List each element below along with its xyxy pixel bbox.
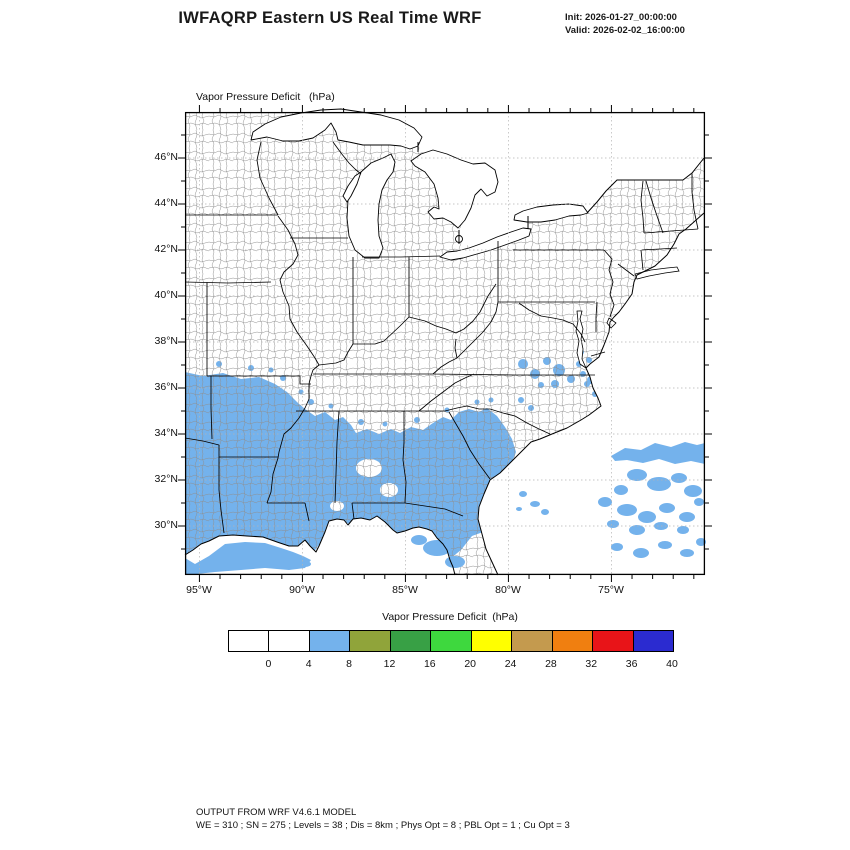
page-title: IWFAQRP Eastern US Real Time WRF <box>178 9 482 27</box>
y-tick-label-42n: 42°N <box>154 243 178 255</box>
great-lakes <box>250 108 589 261</box>
y-tick-label-38n: 38°N <box>154 335 178 347</box>
map-frame <box>184 111 706 576</box>
model-info-line2: WE = 310 ; SN = 275 ; Levels = 38 ; Dis … <box>196 820 570 831</box>
map-svg <box>178 105 712 582</box>
colorbar-box <box>350 630 391 652</box>
lake-superior <box>250 108 423 150</box>
y-tick-label-40n: 40°N <box>154 289 178 301</box>
colorbar-box <box>431 630 472 652</box>
lake-michigan <box>346 153 396 259</box>
colorbar-tick-label: 4 <box>305 658 312 670</box>
map-plot <box>178 105 712 582</box>
lake-huron <box>410 149 499 229</box>
colorbar-box <box>309 630 351 652</box>
x-tick-label-75w: 75°W <box>598 584 624 596</box>
y-tick-label-32n: 32°N <box>154 473 178 485</box>
model-info-line1: OUTPUT FROM WRF V4.6.1 MODEL <box>196 807 357 818</box>
x-tick-label-85w: 85°W <box>392 584 418 596</box>
atlantic-coastline <box>477 212 705 576</box>
y-tick-label-44n: 44°N <box>154 197 178 209</box>
graticule <box>185 112 705 575</box>
colorbar-tick-label: 8 <box>346 658 352 670</box>
gulf-coastline <box>184 515 456 576</box>
colorbar-tick-label: 16 <box>423 658 436 670</box>
x-tick-label-80w: 80°W <box>495 584 521 596</box>
chesapeake-bay <box>575 310 587 369</box>
colorbar <box>228 630 674 652</box>
colorbar-tick-label: 36 <box>625 658 638 670</box>
colorbar-box <box>633 630 674 652</box>
x-tick-label-95w: 95°W <box>186 584 212 596</box>
colorbar-tick-label: 24 <box>504 658 517 670</box>
field-label: Vapor Pressure Deficit (hPa) <box>196 91 335 103</box>
init-time: Init: 2026-01-27_00:00:00 <box>565 12 677 23</box>
colorbar-tick-label: 40 <box>666 658 678 670</box>
model-info: OUTPUT FROM WRF V4.6.1 MODEL WE = 310 ; … <box>196 806 570 832</box>
y-tick-label-30n: 30°N <box>154 519 178 531</box>
axis-ticks <box>178 105 712 582</box>
valid-time: Valid: 2026-02-02_16:00:00 <box>565 25 685 36</box>
canada-landmass <box>313 112 705 246</box>
colorbar-box <box>512 630 553 652</box>
vpd-shading-ocean <box>185 442 706 574</box>
y-tick-label-36n: 36°N <box>154 381 178 393</box>
colorbar-tick-label: 32 <box>585 658 598 670</box>
colorbar-tick-label: 20 <box>464 658 477 670</box>
long-island <box>634 266 680 280</box>
us-canada-border <box>417 142 705 244</box>
coastline <box>184 212 705 576</box>
colorbar-box <box>593 630 634 652</box>
run-times: Init: 2026-01-27_00:00:00 Valid: 2026-02… <box>565 11 685 37</box>
lake-ontario <box>513 203 589 223</box>
green-bay <box>342 171 362 203</box>
colorbar-labels: 0 4 8 12 16 20 24 28 32 36 40 <box>228 658 677 672</box>
colorbar-tick-label: 28 <box>545 658 557 670</box>
colorbar-box <box>552 630 594 652</box>
y-tick-label-34n: 34°N <box>154 427 178 439</box>
colorbar-box <box>471 630 513 652</box>
x-tick-label-90w: 90°W <box>289 584 315 596</box>
colorbar-box <box>390 630 432 652</box>
colorbar-tick-label: 12 <box>383 658 396 670</box>
colorbar-title: Vapor Pressure Deficit (hPa) <box>382 611 518 623</box>
colorbar-box <box>269 630 310 652</box>
state-borders <box>184 141 699 534</box>
y-tick-label-46n: 46°N <box>154 151 178 163</box>
colorbar-box <box>228 630 270 652</box>
colorbar-tick-label: 0 <box>265 658 272 670</box>
